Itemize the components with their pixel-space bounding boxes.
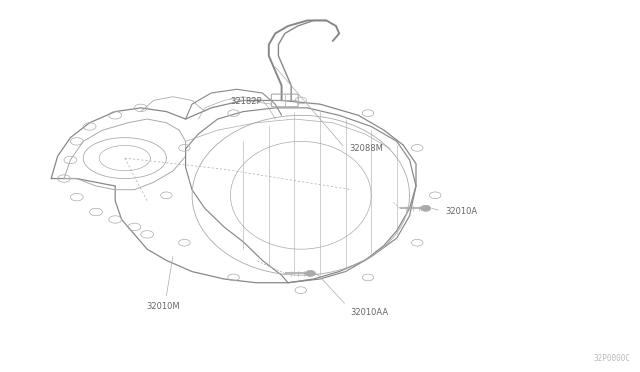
Text: 32088M: 32088M <box>349 144 383 153</box>
Text: 32010AA: 32010AA <box>351 308 389 317</box>
Circle shape <box>420 205 431 211</box>
Text: 32010M: 32010M <box>147 302 180 311</box>
Text: 32182P: 32182P <box>230 97 262 106</box>
Text: 32P0000C: 32P0000C <box>593 354 630 363</box>
Circle shape <box>305 270 316 276</box>
Text: 32010A: 32010A <box>445 207 477 216</box>
